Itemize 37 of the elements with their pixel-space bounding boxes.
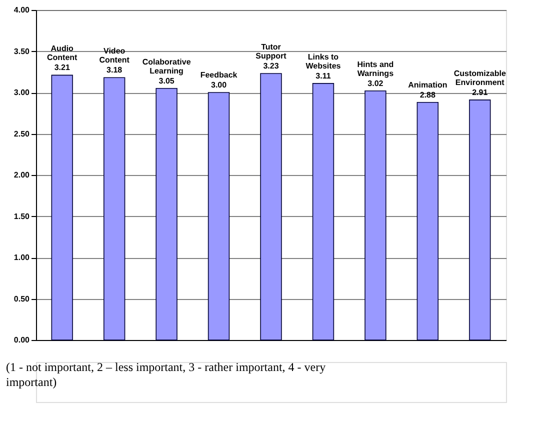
y-tick-label: 4.00 <box>14 6 30 14</box>
text: (1 - not important, 2 – less important, 3 - rather important, 4 - very important) <box>6 360 326 389</box>
data-label: 3.02 <box>368 78 384 88</box>
data-label: 2.91 <box>472 88 488 97</box>
bar <box>416 102 439 340</box>
bar <box>312 83 334 340</box>
y-tick-label: 2.50 <box>14 129 30 138</box>
data-label: 3.11 <box>316 71 332 80</box>
y-tick-label: 1.00 <box>14 253 30 262</box>
data-label: 3.18 <box>106 66 123 75</box>
x-tick-label: Feedback <box>200 70 238 80</box>
y-tick-label: 0.50 <box>14 294 30 304</box>
category-label: Audio Content <box>47 44 78 62</box>
data-label: 3.21 <box>54 63 70 72</box>
y-tick-label: 3.00 <box>14 88 30 97</box>
category-label: Video Content <box>99 46 130 65</box>
y-tick-label: 0.00 <box>14 336 30 344</box>
category-label: Hints and Warnings <box>357 60 394 78</box>
bar <box>364 90 386 340</box>
data-label: 3.05 <box>158 76 175 86</box>
category-label: Links to Websites <box>306 52 341 70</box>
bar <box>156 88 178 340</box>
data-label: 2.88 <box>420 90 436 100</box>
data-label: 3.00 <box>210 80 228 90</box>
category-label: Customizable Environment <box>454 68 506 87</box>
bar <box>260 73 282 340</box>
bar <box>51 74 73 340</box>
bar <box>103 77 126 340</box>
bar <box>469 100 491 340</box>
category-label: Tutor Support <box>256 42 286 61</box>
data-label: 3.23 <box>263 62 280 71</box>
category-label: Colaborative Learning <box>142 57 191 76</box>
x-tick-label: Animation <box>408 80 448 90</box>
y-tick-label: 3.50 <box>14 46 30 56</box>
bar <box>208 92 230 340</box>
y-tick-label: 1.50 <box>14 212 30 221</box>
y-tick-label: 2.00 <box>14 170 30 180</box>
